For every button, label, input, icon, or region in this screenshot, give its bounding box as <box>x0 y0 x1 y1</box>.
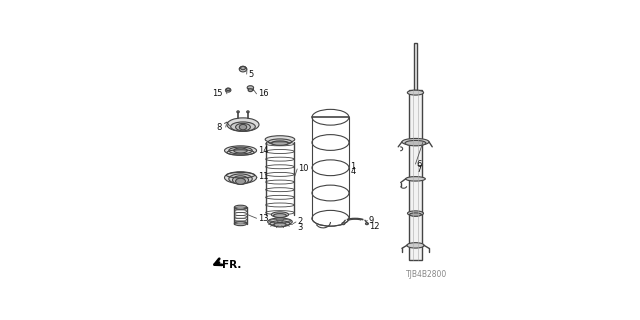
Ellipse shape <box>248 89 253 92</box>
Ellipse shape <box>271 141 289 145</box>
Ellipse shape <box>365 223 369 225</box>
Text: 11: 11 <box>258 172 268 181</box>
Ellipse shape <box>229 147 252 154</box>
Ellipse shape <box>226 88 230 91</box>
Bar <box>408 90 422 260</box>
Ellipse shape <box>405 140 426 146</box>
Ellipse shape <box>227 118 259 132</box>
Ellipse shape <box>402 139 429 145</box>
Ellipse shape <box>229 174 252 184</box>
Ellipse shape <box>273 213 286 218</box>
Ellipse shape <box>268 218 292 225</box>
Ellipse shape <box>271 212 289 217</box>
Text: 4: 4 <box>350 167 355 176</box>
Ellipse shape <box>241 66 246 70</box>
Ellipse shape <box>342 223 345 225</box>
Ellipse shape <box>265 136 295 143</box>
Ellipse shape <box>232 176 248 184</box>
Ellipse shape <box>225 146 257 155</box>
Text: FR.: FR. <box>221 260 241 269</box>
Ellipse shape <box>230 122 255 131</box>
Text: 15: 15 <box>212 89 223 98</box>
Ellipse shape <box>239 67 246 72</box>
Ellipse shape <box>406 177 426 181</box>
Text: 14: 14 <box>258 146 268 155</box>
Text: 12: 12 <box>369 222 379 231</box>
Text: TJB4B2800: TJB4B2800 <box>406 270 447 279</box>
Ellipse shape <box>246 111 249 113</box>
Ellipse shape <box>268 139 292 145</box>
Text: 5: 5 <box>248 70 253 79</box>
Ellipse shape <box>247 86 253 90</box>
Text: 8: 8 <box>216 123 221 132</box>
Text: 9: 9 <box>369 216 374 225</box>
Ellipse shape <box>270 221 290 227</box>
Bar <box>413 43 417 92</box>
Ellipse shape <box>234 205 246 209</box>
Text: 16: 16 <box>258 89 268 98</box>
Text: 1: 1 <box>350 162 355 171</box>
Ellipse shape <box>225 88 231 92</box>
Text: 13: 13 <box>258 214 268 223</box>
Ellipse shape <box>234 148 247 153</box>
Ellipse shape <box>410 213 421 216</box>
Text: 2: 2 <box>297 218 303 227</box>
Text: 7: 7 <box>417 165 422 174</box>
Ellipse shape <box>408 211 424 216</box>
Text: 6: 6 <box>417 160 422 169</box>
Ellipse shape <box>225 172 257 184</box>
Ellipse shape <box>236 178 246 184</box>
Ellipse shape <box>407 243 424 248</box>
Ellipse shape <box>274 222 286 227</box>
Text: 3: 3 <box>297 223 303 232</box>
Text: 10: 10 <box>298 164 309 173</box>
Ellipse shape <box>236 124 250 131</box>
Ellipse shape <box>407 90 424 95</box>
Ellipse shape <box>237 111 239 113</box>
Ellipse shape <box>234 222 246 226</box>
Ellipse shape <box>239 124 246 130</box>
